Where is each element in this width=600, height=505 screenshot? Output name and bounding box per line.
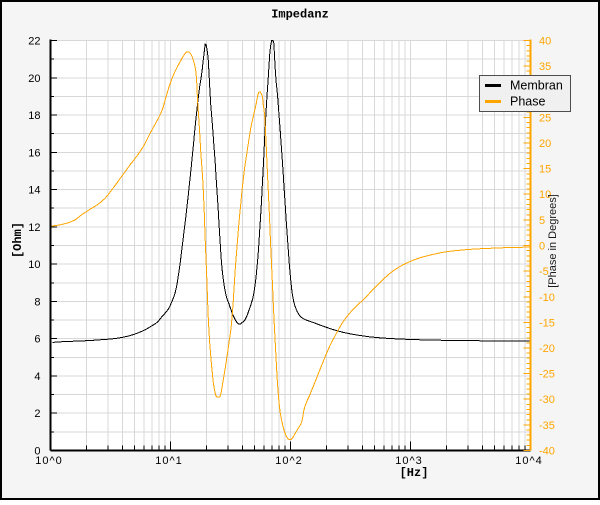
svg-text:[Phase in Degrees]: [Phase in Degrees] [547, 194, 559, 288]
svg-text:Impedanz: Impedanz [271, 8, 329, 22]
svg-text:-5: -5 [539, 266, 549, 278]
svg-text:16: 16 [28, 147, 40, 159]
svg-text:0: 0 [539, 241, 545, 253]
svg-text:Membran: Membran [510, 79, 563, 93]
svg-text:10^0: 10^0 [35, 455, 63, 467]
svg-text:15: 15 [539, 164, 551, 176]
svg-text:10^3: 10^3 [395, 455, 423, 467]
svg-text:10: 10 [539, 189, 551, 201]
svg-text:22: 22 [28, 36, 40, 48]
svg-text:10^1: 10^1 [155, 455, 183, 467]
svg-text:5: 5 [539, 215, 545, 227]
svg-text:40: 40 [539, 36, 551, 48]
svg-text:10^2: 10^2 [275, 455, 303, 467]
svg-text:-35: -35 [539, 420, 555, 432]
svg-text:-20: -20 [539, 343, 555, 355]
svg-text:4: 4 [34, 371, 40, 383]
svg-text:Phase: Phase [510, 95, 545, 109]
svg-text:10^4: 10^4 [515, 455, 543, 467]
svg-text:10: 10 [28, 259, 40, 271]
svg-text:14: 14 [28, 185, 40, 197]
svg-text:6: 6 [34, 334, 40, 346]
svg-text:[Ohm]: [Ohm] [11, 222, 25, 258]
svg-text:-25: -25 [539, 369, 555, 381]
svg-text:-40: -40 [539, 446, 555, 458]
svg-text:0: 0 [34, 446, 40, 458]
svg-text:18: 18 [28, 110, 40, 122]
svg-text:-15: -15 [539, 317, 555, 329]
svg-text:8: 8 [34, 296, 40, 308]
svg-text:25: 25 [539, 112, 551, 124]
svg-text:12: 12 [28, 222, 40, 234]
svg-text:-30: -30 [539, 394, 555, 406]
svg-text:-10: -10 [539, 292, 555, 304]
svg-text:2: 2 [34, 408, 40, 420]
svg-text:20: 20 [539, 138, 551, 150]
svg-text:35: 35 [539, 61, 551, 73]
svg-text:20: 20 [28, 73, 40, 85]
svg-text:[Hz]: [Hz] [400, 466, 429, 480]
